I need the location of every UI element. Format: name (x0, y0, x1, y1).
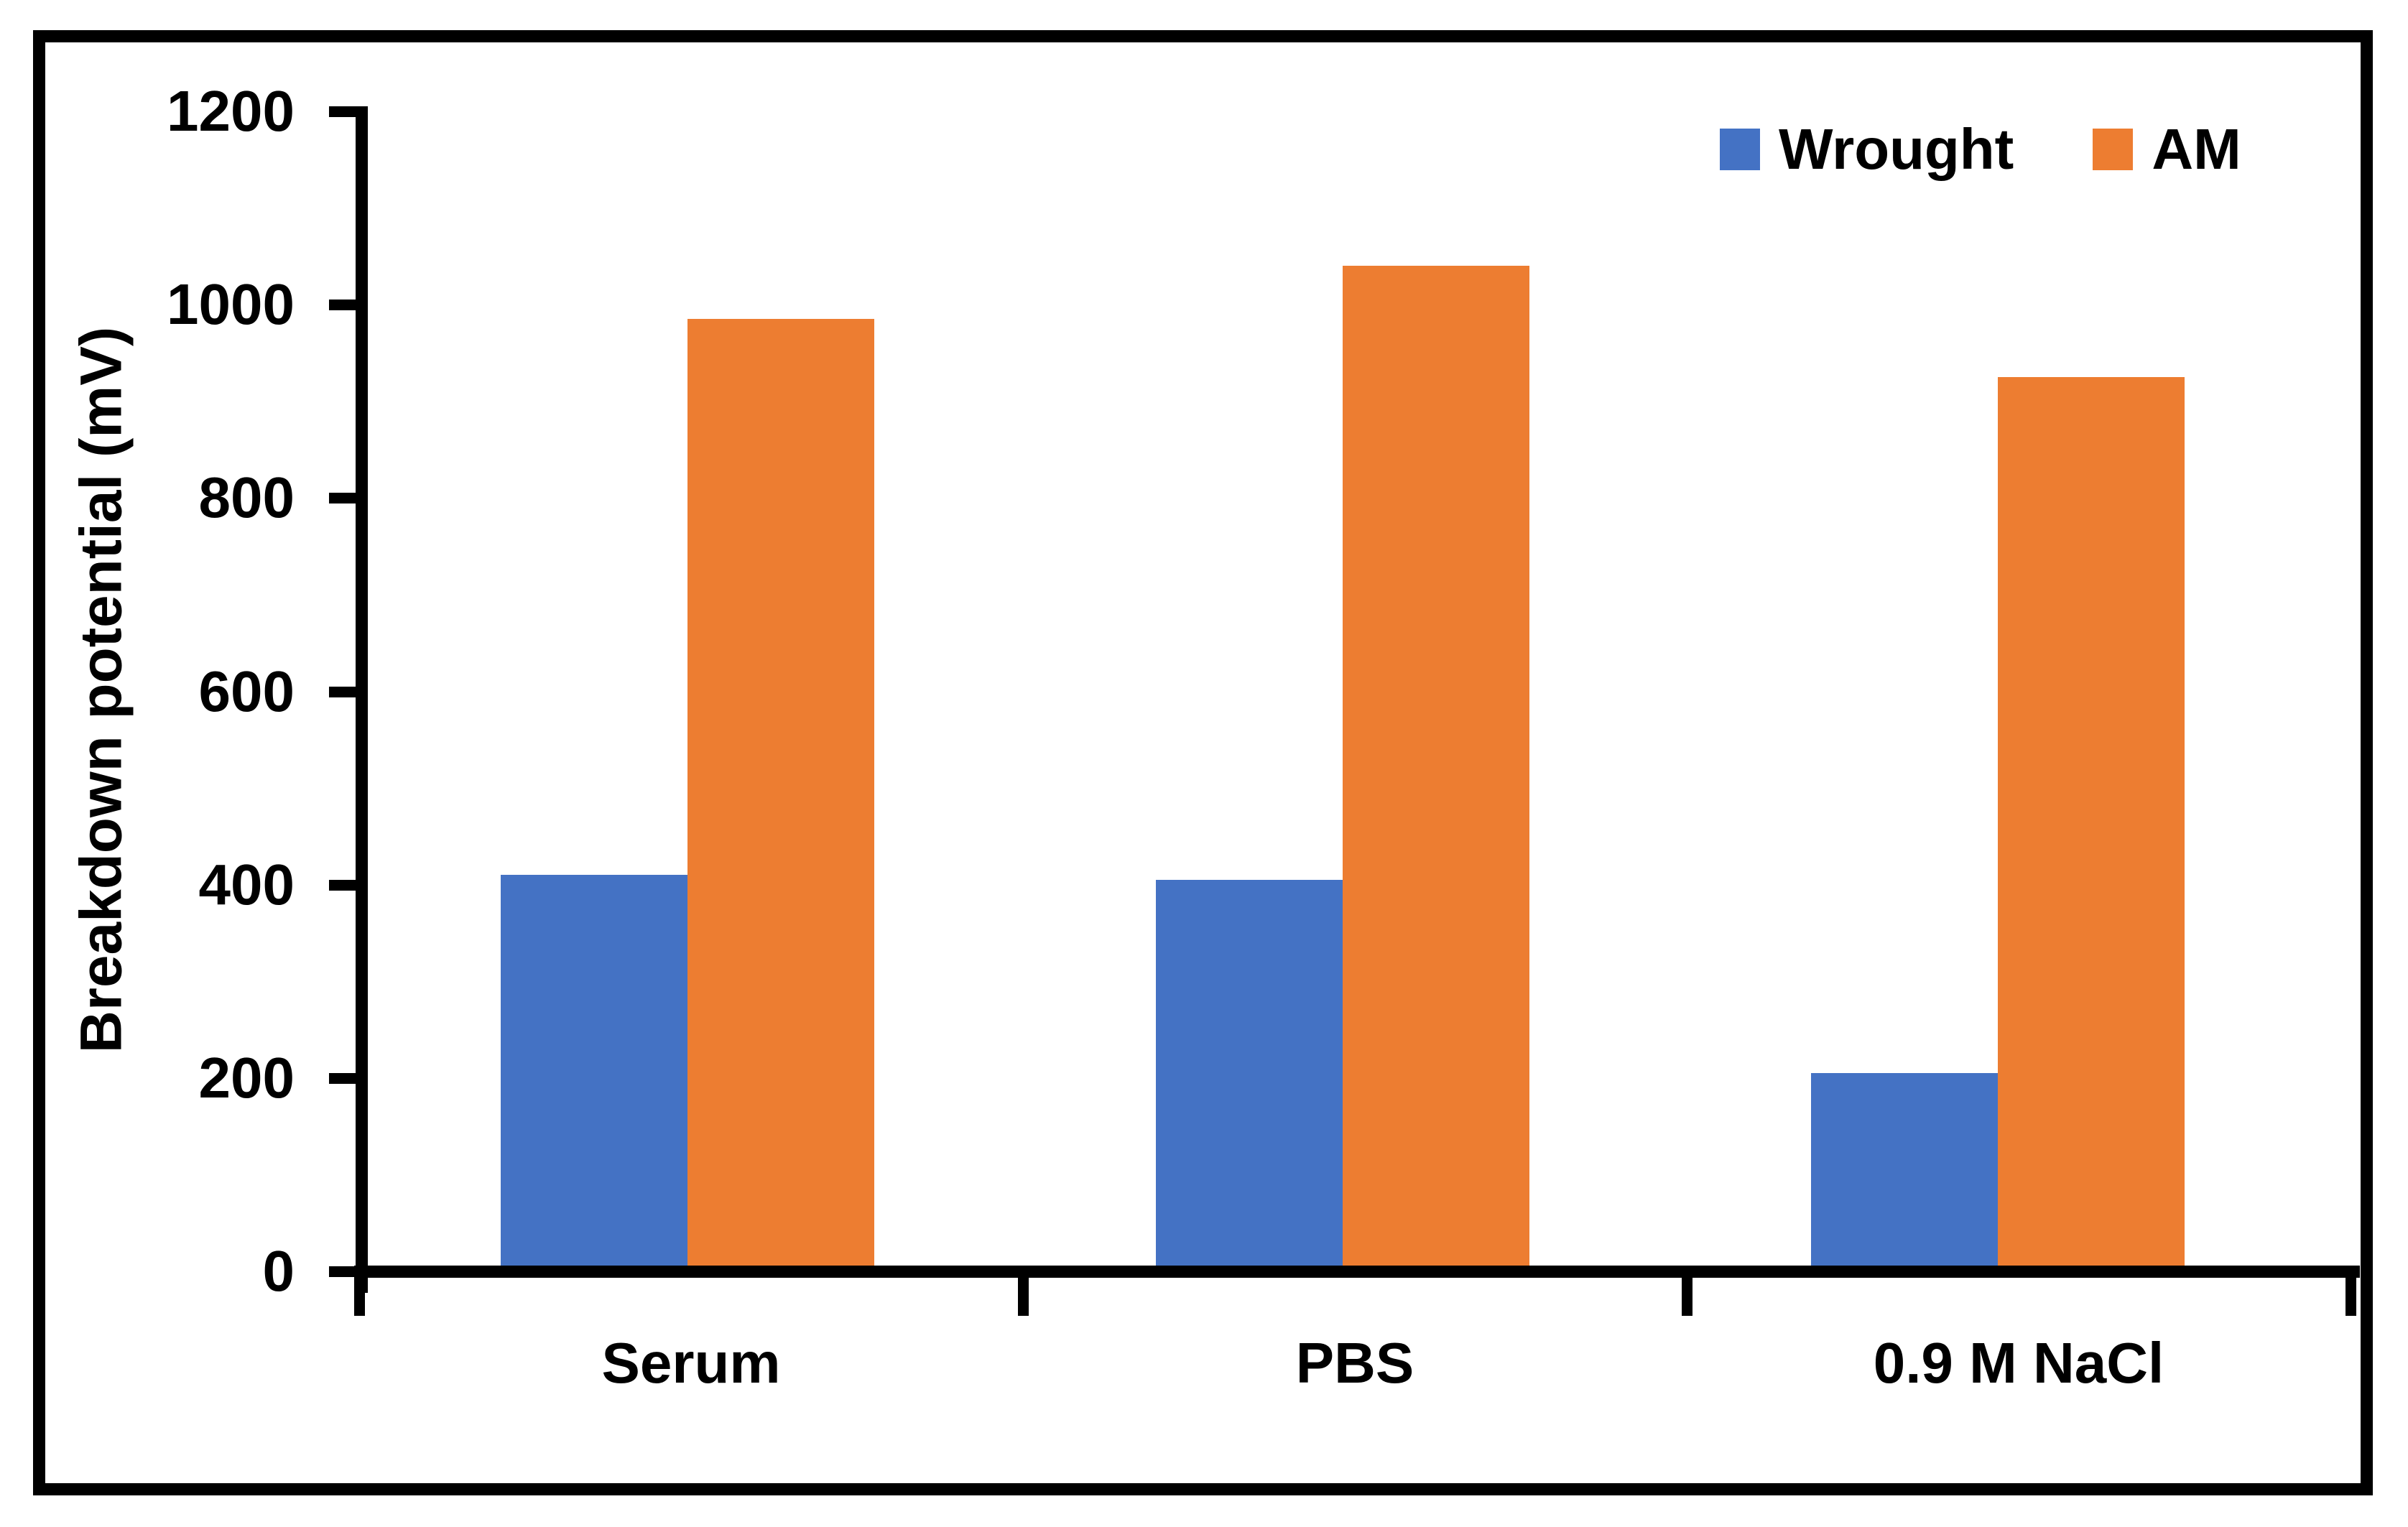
legend-item-am: AM (2093, 115, 2241, 184)
y-tick-label: 400 (198, 852, 295, 916)
y-tick-mark (329, 493, 368, 504)
y-tick-label: 1200 (167, 79, 295, 143)
y-tick-mark (329, 1072, 368, 1084)
y-tick-label: 800 (198, 465, 295, 530)
bar-am-serum (687, 319, 874, 1271)
bar-am-pbs (1342, 266, 1529, 1271)
x-axis-line (356, 1266, 2360, 1278)
legend-label-wrought: Wrought (1779, 117, 2014, 181)
y-tick-mark (329, 300, 368, 311)
chart-border (33, 30, 2373, 1495)
legend-swatch-wrought (1720, 129, 1760, 170)
bar-wrought-serum (501, 875, 687, 1271)
legend-label-am: AM (2152, 117, 2241, 181)
bar-wrought-pbs (1155, 879, 1343, 1271)
legend-swatch-am (2093, 129, 2134, 170)
y-tick-label: 600 (198, 659, 295, 723)
legend-item-wrought: Wrought (1720, 115, 2014, 184)
x-category-label: 0.9 M NaCl (1873, 1331, 2164, 1395)
y-tick-label: 0 (262, 1239, 295, 1303)
x-category-label: Serum (601, 1331, 781, 1395)
x-category-label: PBS (1295, 1331, 1414, 1395)
bar-wrought-0-9-m-nacl (1810, 1073, 1998, 1271)
x-tick-mark (354, 1266, 365, 1316)
x-tick-mark (1682, 1266, 1692, 1316)
y-tick-mark (329, 686, 368, 697)
x-tick-mark (1018, 1266, 1029, 1316)
x-tick-mark (2346, 1266, 2356, 1316)
y-axis-line (356, 106, 368, 1293)
y-tick-label: 200 (198, 1045, 295, 1110)
bar-am-0-9-m-nacl (1997, 377, 2185, 1271)
y-tick-mark (329, 879, 368, 891)
legend: Wrought AM (1720, 115, 2241, 184)
y-tick-mark (329, 106, 368, 117)
y-tick-label: 1000 (167, 272, 295, 337)
